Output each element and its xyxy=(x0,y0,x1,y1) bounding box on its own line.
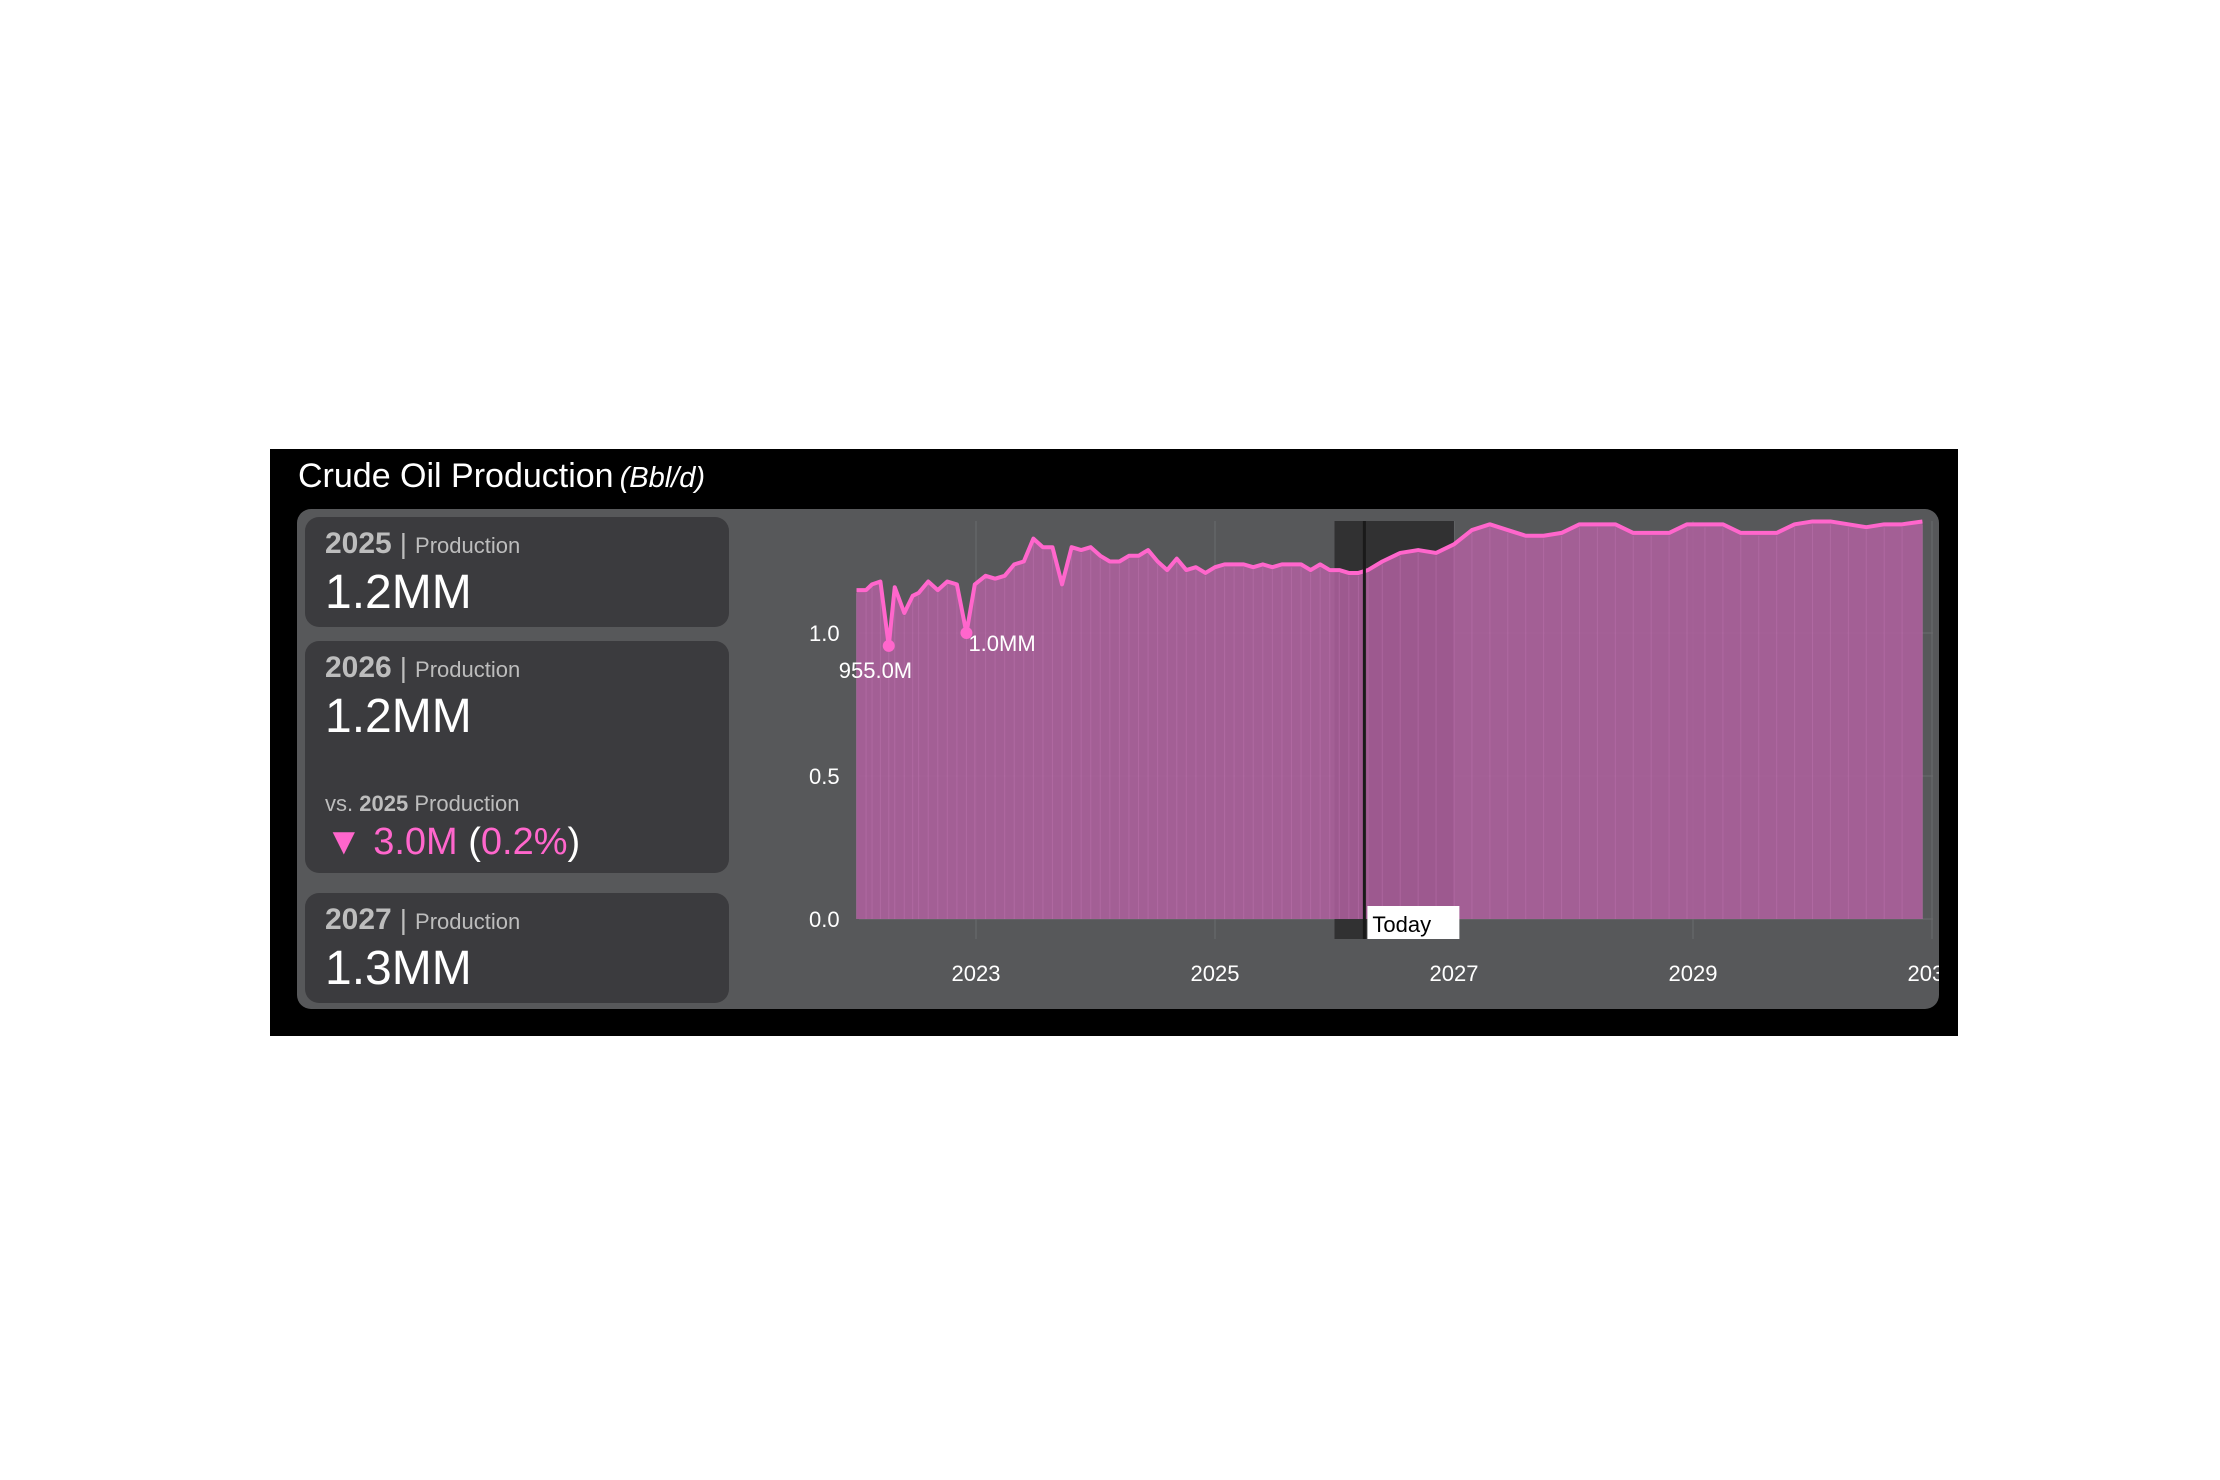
card-year: 2027 xyxy=(325,903,392,936)
card-label: Production xyxy=(415,909,521,934)
chart-panel: Crude Oil Production (Bbl/d) 2025 | Product… xyxy=(270,449,1958,1036)
production-chart: 0.0 0.5 1.0 2023 2025 2027 2029 2031 Today 955.0M… xyxy=(809,519,1939,986)
card-2025: 2025 | Production 1.2MM xyxy=(305,517,729,627)
card-separator: | xyxy=(399,652,408,683)
card-year: 2025 xyxy=(325,527,392,560)
series-line xyxy=(856,519,1923,648)
card-header: 2025 | Production xyxy=(325,527,520,561)
annotation-point xyxy=(960,627,973,639)
card-year: 2026 xyxy=(325,651,392,684)
x-tick-label: 2023 xyxy=(952,961,1001,986)
card-2027: 2027 | Production 1.3MM xyxy=(305,893,729,1003)
card-2026: 2026 | Production 1.2MM vs. 2025 Productio… xyxy=(305,641,729,873)
vs-prefix: vs. xyxy=(325,791,354,816)
x-tick-label: 2031 xyxy=(1908,961,1939,986)
delta-amount: 3.0M xyxy=(373,821,458,863)
card-label: Production xyxy=(415,657,521,682)
annotation-point xyxy=(882,639,895,652)
vs-year: 2025 xyxy=(359,791,409,816)
annotation-label: 955.0M xyxy=(839,658,912,683)
card-label: Production xyxy=(415,533,521,558)
x-tick-label: 2025 xyxy=(1191,961,1240,986)
series-area xyxy=(856,521,1923,919)
delta-percent: 0.2% xyxy=(480,821,568,863)
today-label: Today xyxy=(1372,912,1431,937)
annotation-label: 1.0MM xyxy=(968,631,1035,656)
y-tick-label: 0.5 xyxy=(809,764,840,789)
card-separator: | xyxy=(399,528,408,559)
down-arrow-icon: ▼ xyxy=(325,821,363,863)
card-value: 1.2MM xyxy=(325,566,472,619)
y-tick-label: 1.0 xyxy=(809,621,840,646)
panel-title: Crude Oil Production (Bbl/d) xyxy=(298,457,705,496)
comparison-label: vs. 2025 Production xyxy=(325,791,520,817)
today-label-box xyxy=(1367,906,1460,939)
card-value: 1.3MM xyxy=(325,942,472,995)
delta-value: ▼ 3.0M (0.2%) xyxy=(325,821,581,863)
title-text: Crude Oil Production xyxy=(298,457,614,495)
plot-area: 2025 | Production 1.2MM 2026 | Production 1.… xyxy=(297,509,1939,1009)
x-tick-label: 2029 xyxy=(1669,961,1718,986)
card-separator: | xyxy=(399,904,408,935)
y-tick-label: 0.0 xyxy=(809,907,840,932)
vs-label: Production xyxy=(414,791,520,816)
title-unit: (Bbl/d) xyxy=(619,462,706,494)
card-header: 2026 | Production xyxy=(325,651,520,685)
x-tick-label: 2027 xyxy=(1430,961,1479,986)
card-value: 1.2MM xyxy=(325,690,472,743)
card-header: 2027 | Production xyxy=(325,903,520,937)
